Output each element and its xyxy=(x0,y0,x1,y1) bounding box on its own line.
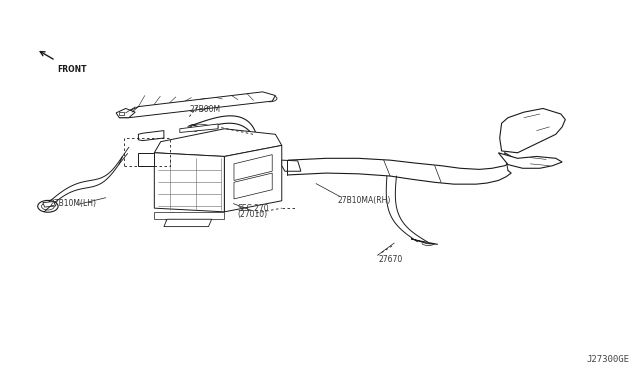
Text: FRONT: FRONT xyxy=(57,65,86,74)
Text: 27B10M(LH): 27B10M(LH) xyxy=(49,199,96,208)
Polygon shape xyxy=(119,92,275,118)
Polygon shape xyxy=(234,155,272,180)
Polygon shape xyxy=(500,109,565,153)
Polygon shape xyxy=(154,153,225,212)
Text: SEC.270: SEC.270 xyxy=(237,204,269,213)
Text: (27010): (27010) xyxy=(237,210,268,219)
Text: 27B00M: 27B00M xyxy=(189,105,221,114)
Polygon shape xyxy=(138,131,164,141)
Polygon shape xyxy=(499,153,562,168)
Polygon shape xyxy=(225,145,282,212)
Text: 27670: 27670 xyxy=(379,255,403,264)
Polygon shape xyxy=(43,202,56,207)
Polygon shape xyxy=(411,239,438,244)
Polygon shape xyxy=(116,109,135,118)
Polygon shape xyxy=(282,160,301,171)
Circle shape xyxy=(38,201,58,212)
Polygon shape xyxy=(190,125,198,130)
Polygon shape xyxy=(154,212,225,219)
Polygon shape xyxy=(164,219,212,227)
Polygon shape xyxy=(234,173,272,199)
Polygon shape xyxy=(119,112,124,115)
Polygon shape xyxy=(138,153,154,166)
Polygon shape xyxy=(180,124,218,132)
Polygon shape xyxy=(154,129,282,157)
Text: J27300GE: J27300GE xyxy=(586,355,629,364)
Text: 27B10MA(RH): 27B10MA(RH) xyxy=(338,196,391,205)
